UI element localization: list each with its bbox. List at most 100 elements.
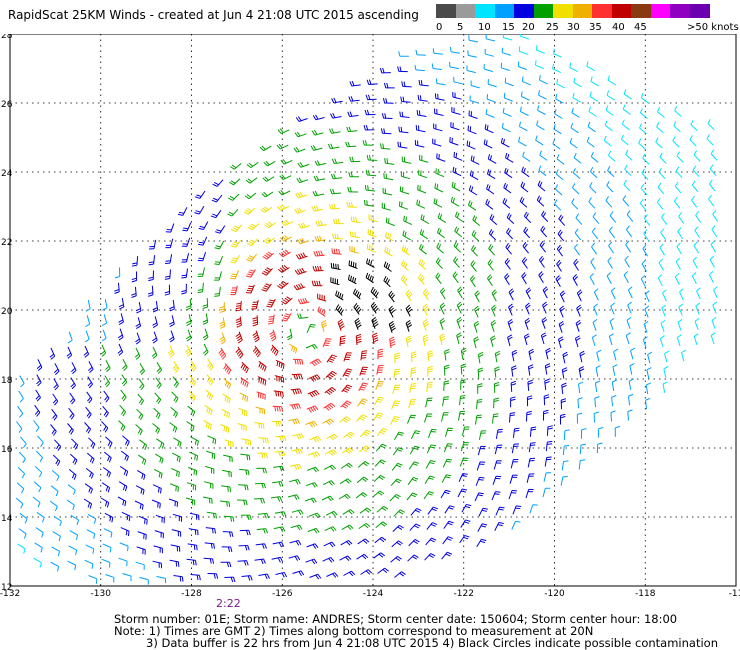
barb-flag: [362, 492, 368, 497]
wind-barb: [348, 171, 360, 178]
barb-flag: [264, 224, 269, 229]
barb-shaft: [641, 172, 649, 181]
barb-flag: [612, 364, 618, 368]
barb-flag: [640, 275, 646, 280]
wind-barb: [494, 522, 504, 531]
barb-flag: [333, 510, 338, 516]
barb-flag: [264, 380, 267, 386]
wind-barb: [240, 514, 252, 521]
wind-barb: [657, 107, 665, 118]
barb-shaft: [706, 138, 714, 146]
wind-barb: [266, 298, 276, 308]
wind-barb: [392, 524, 404, 532]
barb-flag: [544, 380, 550, 384]
barb-flag: [411, 494, 416, 498]
wind-barb: [210, 210, 222, 219]
barb-flag: [221, 355, 227, 360]
wind-barb: [442, 458, 452, 468]
barb-flag: [504, 273, 509, 278]
wind-barb: [219, 500, 231, 508]
barb-flag: [37, 382, 42, 387]
barb-shaft: [474, 308, 479, 318]
barb-flag: [143, 459, 147, 465]
barb-flag: [285, 313, 291, 316]
barb-flag: [254, 336, 259, 341]
barb-shaft: [172, 452, 181, 458]
barb-flag: [283, 315, 290, 318]
barb-flag: [313, 344, 318, 349]
barb-flag: [204, 351, 209, 356]
barb-flag: [280, 251, 286, 256]
barb-flag: [393, 418, 399, 421]
barb-flag: [245, 179, 251, 184]
barb-shaft: [409, 446, 416, 455]
barb-flag: [422, 303, 428, 308]
barb-flag: [412, 492, 418, 496]
barb-shaft: [693, 336, 698, 346]
barb-flag: [109, 442, 113, 448]
barb-flag: [657, 107, 661, 113]
barb-flag: [106, 367, 111, 373]
barb-flag: [219, 310, 225, 313]
wind-barb: [275, 571, 288, 578]
barb-flag: [315, 390, 320, 395]
wind-barb: [151, 346, 158, 359]
wind-barb: [500, 137, 510, 148]
wind-barb: [441, 551, 453, 560]
wind-barb: [275, 435, 287, 442]
barb-flag: [575, 337, 581, 342]
barb-flag: [538, 271, 543, 276]
barb-flag: [508, 214, 512, 220]
barb-flag: [125, 471, 129, 477]
barb-shaft: [426, 444, 432, 454]
barb-shaft: [609, 215, 617, 223]
barb-flag: [196, 575, 199, 581]
barb-flag: [625, 240, 630, 246]
barb-flag: [478, 351, 484, 355]
wind-barb: [376, 427, 388, 437]
barb-shaft: [52, 454, 61, 462]
barb-flag: [429, 539, 435, 543]
wind-barb: [360, 429, 372, 438]
barb-flag: [314, 280, 317, 286]
barb-shaft: [122, 435, 130, 442]
barb-flag: [420, 260, 424, 266]
barb-flag: [139, 368, 144, 373]
wind-barb: [322, 557, 335, 563]
barb-flag: [428, 554, 434, 558]
barb-flag: [344, 495, 349, 500]
wind-barb: [67, 560, 77, 571]
barb-flag: [562, 351, 568, 355]
wind-barb: [16, 482, 25, 494]
wind-barb: [509, 474, 518, 484]
barb-shaft: [473, 339, 477, 349]
wind-barb: [460, 363, 467, 375]
barb-shaft: [574, 232, 582, 241]
barb-flag: [419, 185, 421, 191]
barb-flag: [406, 335, 411, 339]
barb-shaft: [622, 123, 630, 131]
wind-barb: [36, 374, 42, 387]
barb-flag: [135, 323, 141, 327]
barb-flag: [308, 408, 312, 413]
wind-barb: [67, 331, 73, 344]
wind-barb: [314, 235, 326, 242]
barb-shaft: [233, 178, 241, 186]
barb-shaft: [205, 527, 215, 530]
wind-barb: [86, 529, 96, 539]
barb-shaft: [459, 535, 466, 544]
wind-barb: [431, 63, 442, 71]
wind-barb: [475, 476, 485, 486]
barb-shaft: [627, 289, 633, 299]
barb-shaft: [69, 392, 76, 401]
wind-barb: [324, 387, 337, 396]
wind-barb: [122, 573, 132, 582]
wind-barb: [274, 375, 285, 383]
barb-shaft: [16, 421, 23, 429]
wind-barb: [255, 482, 267, 489]
wind-barb: [349, 245, 359, 254]
barb-flag: [311, 483, 316, 488]
barb-flag: [350, 202, 353, 208]
barb-flag: [20, 383, 25, 388]
barb-flag: [673, 196, 678, 202]
